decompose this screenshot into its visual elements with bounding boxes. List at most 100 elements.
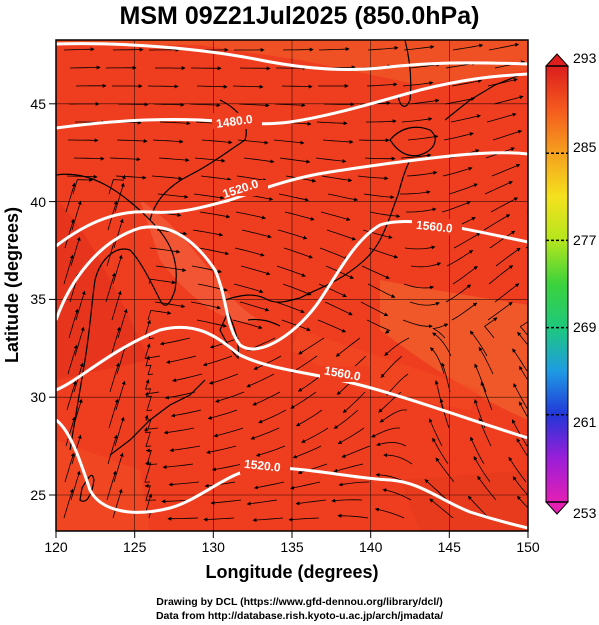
streamline [317, 319, 347, 333]
streamline [368, 247, 399, 259]
streamline [477, 475, 497, 501]
temperature-field: 1480.0 1520.0 1560.0 1560.0 1520.0 [56, 40, 528, 531]
streamline [363, 193, 395, 200]
streamline [63, 488, 74, 519]
streamline [337, 513, 369, 519]
streamline [291, 355, 318, 373]
streamline [163, 427, 195, 435]
streamline [295, 409, 323, 427]
streamline [367, 45, 399, 51]
streamline [194, 157, 226, 163]
streamline [153, 102, 185, 107]
streamline [290, 481, 321, 490]
chart-title: MSM 09Z21Jul2025 (850.0hPa) [119, 2, 480, 30]
streamline [155, 265, 187, 272]
streamline [406, 170, 438, 177]
streamline [519, 365, 528, 382]
streamline [190, 301, 221, 310]
contour-label-1560-north: 1560.0 [415, 218, 453, 236]
contour-1480 [56, 72, 528, 130]
x-tick-145: 145 [438, 539, 462, 555]
streamline [169, 445, 201, 453]
streamline [215, 391, 245, 403]
streamline [114, 182, 125, 213]
x-tick-130: 130 [202, 539, 226, 555]
streamline [279, 157, 311, 164]
streamline [145, 355, 154, 376]
streamline [319, 247, 349, 260]
streamline [236, 175, 268, 183]
streamline [192, 229, 224, 237]
streamline [281, 84, 313, 89]
axis-ticks [49, 103, 529, 538]
streamline [483, 214, 511, 231]
streamline [158, 157, 190, 163]
streamline [316, 121, 348, 126]
streamline [67, 344, 78, 375]
streamline [166, 355, 197, 364]
streamline [117, 308, 128, 339]
streamline [489, 230, 516, 249]
streamline [172, 373, 203, 383]
streamline [235, 211, 266, 220]
streamline [450, 114, 481, 123]
streamline [324, 301, 353, 316]
streamline [232, 319, 263, 330]
streamline [145, 379, 160, 394]
streamline [281, 319, 311, 332]
streamline [145, 448, 158, 466]
streamline [240, 265, 271, 276]
streamline [493, 95, 524, 105]
colorbar-tick-261: 261 [573, 414, 597, 430]
streamline [322, 139, 354, 144]
streamline [491, 164, 521, 177]
streamline [234, 247, 265, 257]
streamline [444, 97, 476, 105]
streamline [374, 507, 405, 519]
streamline [478, 346, 494, 375]
streamline [487, 301, 513, 321]
streamline [364, 156, 396, 161]
streamline [383, 453, 413, 465]
streamline [144, 343, 161, 359]
streamline [159, 337, 191, 346]
streamline [115, 175, 147, 180]
streamline [66, 380, 77, 411]
streamline [210, 499, 242, 505]
streamline [111, 290, 122, 321]
streamline [406, 207, 437, 213]
streamline [469, 330, 488, 357]
streamline [107, 434, 118, 465]
streamline [366, 119, 397, 124]
streamline [115, 380, 126, 411]
streamline [250, 427, 280, 440]
streamline [403, 45, 435, 51]
streamline [371, 427, 401, 438]
streamline [487, 78, 518, 87]
streamline [159, 121, 191, 126]
streamline [202, 355, 233, 367]
streamline [484, 181, 513, 195]
y-tick-25: 25 [30, 487, 46, 503]
streamline [113, 452, 124, 483]
colorbar: 293 285 277 269 261 253 [544, 50, 597, 521]
streamline [376, 442, 407, 447]
streamline [441, 362, 451, 393]
streamline [63, 254, 74, 285]
streamline [66, 174, 98, 179]
streamline [288, 517, 320, 522]
streamline [488, 265, 514, 285]
contour-labels: 1480.0 1520.0 1560.0 1560.0 1520.0 [212, 112, 462, 475]
y-tick-45: 45 [30, 96, 46, 112]
streamline [213, 427, 244, 438]
streamline [435, 457, 455, 483]
streamline [384, 337, 410, 356]
y-axis-label: Latitude (degrees) [2, 207, 22, 363]
streamline [274, 103, 306, 108]
streamline [361, 265, 390, 279]
streamline [70, 470, 81, 501]
streamline [208, 373, 239, 385]
streamline [517, 331, 528, 347]
x-tick-135: 135 [280, 539, 304, 555]
streamline [144, 461, 152, 483]
